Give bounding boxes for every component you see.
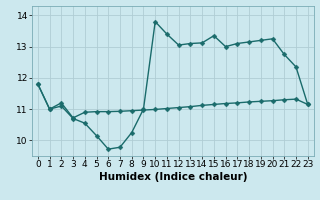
X-axis label: Humidex (Indice chaleur): Humidex (Indice chaleur) — [99, 172, 247, 182]
